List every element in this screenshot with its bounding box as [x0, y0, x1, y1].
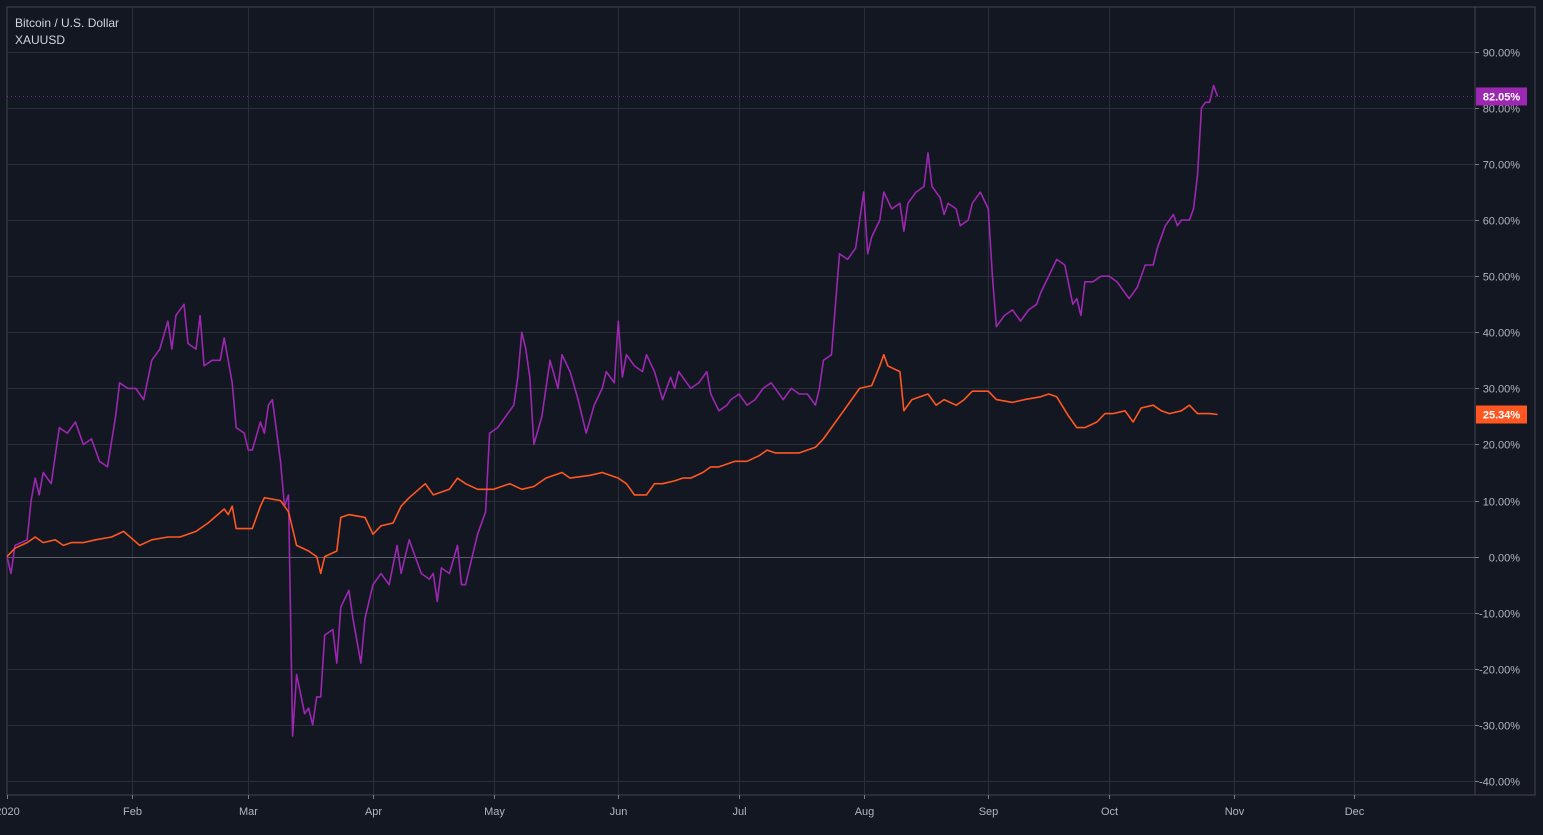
- grid-layer: [6, 6, 1536, 796]
- y-tick-label: -20.00%: [1479, 665, 1520, 677]
- y-tick-label: 70.00%: [1483, 160, 1521, 172]
- x-tick-label: Apr: [365, 806, 382, 818]
- x-tick-label: Aug: [855, 806, 875, 818]
- last-value-badge-bitcoin: [1476, 87, 1527, 106]
- series-layer: [6, 84, 1475, 737]
- label-layer: 82.05% 25.34%: [1476, 87, 1527, 424]
- x-tick-label: May: [484, 806, 505, 818]
- axis-layer: 90.00% 80.00% 70.00% 60.00% 50.00% 40.00% 30.0…: [0, 48, 1520, 819]
- x-tick-label: Dec: [1345, 806, 1365, 818]
- y-tick-label: 80.00%: [1483, 104, 1521, 116]
- legend: Bitcoin / U.S. Dollar XAUUSD: [15, 15, 119, 49]
- x-tick-label: Feb: [123, 806, 142, 818]
- x-tick-label: Nov: [1225, 806, 1245, 818]
- y-tick-label: -10.00%: [1479, 609, 1520, 621]
- last-value-label-xauusd: 25.34%: [1483, 410, 1521, 422]
- legend-symbol-compare: XAUUSD: [15, 33, 66, 47]
- x-tick-label: 2020: [0, 806, 20, 818]
- y-tick-label: -30.00%: [1479, 721, 1520, 733]
- series-line-bitcoin: [6, 84, 1219, 737]
- y-tick-label: 10.00%: [1483, 497, 1521, 509]
- x-tick-label: Oct: [1101, 806, 1118, 818]
- series-line-xauusd: [6, 353, 1218, 575]
- y-tick-label: 20.00%: [1483, 440, 1521, 452]
- legend-symbol-primary: Bitcoin / U.S. Dollar: [15, 16, 120, 30]
- y-tick-label: 90.00%: [1483, 48, 1521, 60]
- y-tick-label: -40.00%: [1479, 777, 1520, 789]
- last-value-label-bitcoin: 82.05%: [1483, 91, 1521, 103]
- y-tick-label: 60.00%: [1483, 216, 1521, 228]
- outer-frame: [6, 6, 1536, 796]
- y-tick-label: 30.00%: [1483, 384, 1521, 396]
- x-tick-label: Jul: [732, 806, 746, 818]
- x-tick-label: Sep: [979, 806, 999, 818]
- y-tick-label: 40.00%: [1483, 328, 1521, 340]
- x-tick-label: Jun: [610, 806, 628, 818]
- y-tick-label: 50.00%: [1483, 272, 1521, 284]
- y-tick-label: 0.00%: [1489, 553, 1520, 565]
- plot-frame: [6, 6, 1476, 796]
- x-tick-label: Mar: [239, 806, 258, 818]
- last-value-badge-xauusd: [1476, 405, 1527, 424]
